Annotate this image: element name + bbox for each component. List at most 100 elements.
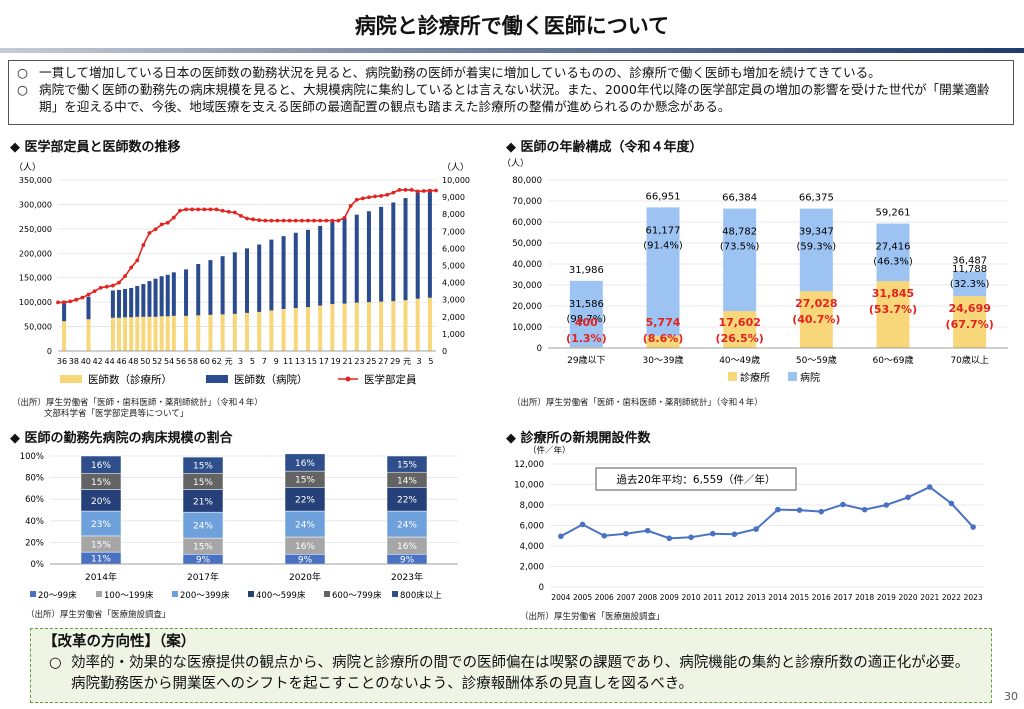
clinic-pct-label: (40.7%) [792, 313, 840, 326]
x-tick-label: 2011 [703, 593, 722, 602]
quota-point [336, 218, 341, 223]
x-tick-label: 29 [390, 357, 400, 366]
hospital-value-label: 61,177 [646, 225, 681, 236]
bar-clinic [220, 314, 225, 351]
quota-point [367, 195, 371, 200]
quota-point [379, 194, 384, 198]
data-point [948, 500, 955, 507]
chart-doctors-trend: （人） （人） 0 50,000 100,000 150,000 200,000 250,00… [14, 162, 470, 386]
quota-point [165, 220, 170, 225]
y-tick-label: 20,000 [512, 302, 542, 312]
quota-point [251, 217, 255, 222]
bar-hospital [232, 252, 237, 314]
quota-point [184, 207, 188, 212]
quota-point [324, 218, 329, 223]
x-tick-label: 2014年 [85, 571, 117, 583]
segment-label: 16% [295, 459, 315, 469]
quota-point [263, 218, 268, 223]
bar-hospital [116, 289, 121, 318]
data-point [666, 535, 673, 542]
bar-clinic [123, 317, 128, 351]
segment-label: 16% [91, 461, 111, 471]
clinic-pct-label: (1.3%) [566, 332, 607, 345]
y-tick-label: 40% [25, 517, 44, 527]
hospital-pct-label: (73.5%) [720, 242, 760, 253]
data-point [644, 527, 651, 534]
total-label: 66,951 [646, 191, 681, 202]
segment-label: 15% [193, 462, 213, 472]
data-point [861, 506, 868, 513]
intro-bullet-1: ○ 一貫して増加している日本の医師数の勤務状況を見ると、病院勤務の医師が着実に増加… [17, 64, 1003, 81]
bar-hospital [147, 281, 152, 317]
source-bedscale: （出所）厚生労働省「医療施設調査」 [26, 610, 171, 620]
legend-swatch-hospital [206, 375, 228, 383]
quota-point [56, 300, 60, 305]
clinic-value-label: 27,028 [795, 297, 837, 310]
legend-swatch-clinic [60, 375, 82, 383]
x-tick-label: 62 [212, 357, 222, 366]
x-tick-label: 2005 [573, 593, 592, 602]
clinic-openings-line [560, 485, 974, 540]
legend-label-quota: 医学部定員 [364, 373, 417, 386]
legend-label: 600～799床 [332, 590, 382, 601]
quota-point [415, 189, 420, 194]
segment-label: 16% [295, 542, 315, 552]
bar-clinic [135, 316, 140, 351]
x-tick-label: 2023 [964, 593, 983, 602]
quota-point [86, 292, 91, 297]
annotation-box [595, 467, 797, 491]
hospital-value-label: 11,788 [952, 264, 987, 275]
x-tick-label: 56 [176, 357, 186, 366]
hospital-value-label: 31,586 [569, 299, 604, 310]
x-tick-label: 2007 [616, 593, 635, 602]
bar-hospital [257, 244, 262, 312]
bar-clinic [141, 316, 146, 351]
y-tick-label: 100% [20, 452, 44, 462]
x-tick-label: 元 [225, 357, 233, 366]
source-newclinics: （出所）厚生労働省「医療施設調査」 [520, 612, 665, 622]
quota-point [135, 258, 140, 263]
bar-clinic [403, 300, 408, 351]
segment-label: 9% [196, 556, 211, 566]
x-tick-label: 19 [331, 357, 341, 366]
bar-hospital [305, 229, 310, 308]
y-axis-unit: （件／年） [528, 445, 571, 456]
quota-point [257, 218, 262, 223]
legend-swatch-clinic [728, 372, 737, 381]
x-tick-label: 2021 [920, 593, 939, 602]
bar-clinic [184, 315, 189, 351]
bar-clinic [281, 308, 286, 351]
clinic-value-label: 31,845 [872, 287, 914, 300]
segment-label: 15% [295, 476, 315, 486]
bar-hospital [208, 260, 213, 315]
x-tick-label: 48 [128, 357, 138, 366]
bar-hospital [318, 225, 323, 306]
y-tick-label: 60% [25, 495, 44, 505]
bar-clinic [269, 310, 274, 351]
y2-tick-label: 1,000 [442, 330, 465, 339]
quota-point [178, 208, 182, 213]
clinic-value-label: 400 [575, 316, 598, 329]
bar-clinic [257, 311, 262, 351]
bar-hospital [342, 218, 347, 304]
x-tick-label: 17 [319, 357, 329, 366]
data-point [775, 506, 781, 513]
bar-clinic [116, 317, 121, 351]
data-point [926, 484, 933, 490]
quota-point [239, 214, 243, 218]
bar-clinic [391, 301, 396, 351]
clinic-value-label: 5,774 [646, 316, 681, 329]
bar-hospital [171, 272, 176, 316]
quota-point [104, 284, 109, 289]
bar-segment [182, 456, 224, 474]
segment-label: 15% [397, 461, 417, 471]
x-tick-label: 9 [274, 357, 279, 366]
quota-point [220, 208, 225, 213]
quota-point [123, 274, 127, 279]
y-tick-label: 250,000 [19, 225, 52, 234]
legend-swatch [172, 591, 178, 597]
title-underline [0, 48, 1024, 53]
x-tick-label: 2017年 [187, 571, 219, 583]
quota-point [397, 188, 402, 192]
quota-point [434, 188, 438, 193]
